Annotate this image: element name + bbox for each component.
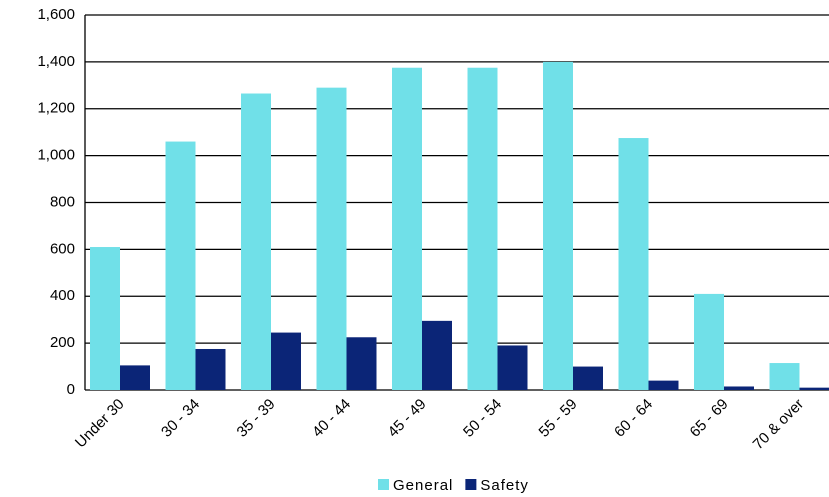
x-tick-label: 40 - 44 — [309, 396, 354, 441]
bar — [241, 93, 271, 390]
bar — [769, 363, 800, 390]
x-tick-label: 50 - 54 — [460, 396, 505, 441]
bar — [90, 247, 120, 390]
bar — [195, 348, 226, 390]
y-tick-label: 1,000 — [37, 147, 75, 164]
y-tick-label: 1,600 — [37, 6, 75, 23]
legend-label: Safety — [480, 477, 529, 494]
x-tick-label: 70 & over — [750, 396, 807, 453]
bar — [799, 387, 829, 390]
bar — [497, 345, 528, 390]
bar — [467, 67, 498, 390]
y-tick-label: 0 — [67, 381, 75, 398]
x-tick-label: Under 30 — [72, 396, 128, 452]
x-tick-label: 30 - 34 — [158, 396, 203, 441]
bar — [694, 293, 724, 390]
y-tick-label: 400 — [50, 287, 75, 304]
bar — [120, 365, 150, 390]
bar — [724, 386, 754, 390]
y-tick-label: 1,200 — [37, 100, 75, 117]
legend-label: General — [393, 477, 453, 494]
bar — [346, 337, 377, 390]
legend-swatch — [378, 479, 389, 490]
y-tick-label: 200 — [50, 334, 75, 351]
bar — [618, 138, 649, 390]
y-tick-label: 1,400 — [37, 53, 75, 70]
bar — [422, 320, 452, 390]
bar — [271, 332, 301, 390]
bar — [392, 67, 422, 390]
x-tick-label: 60 - 64 — [611, 396, 656, 441]
x-tick-label: 55 - 59 — [536, 396, 581, 441]
y-tick-label: 800 — [50, 193, 75, 210]
x-tick-label: 45 - 49 — [385, 396, 430, 441]
x-tick-label: 35 - 39 — [234, 396, 279, 441]
bar — [648, 380, 679, 390]
bar — [165, 141, 196, 390]
x-tick-label: 65 - 69 — [687, 396, 732, 441]
bar — [316, 87, 347, 390]
y-tick-label: 600 — [50, 240, 75, 257]
bar — [573, 366, 603, 390]
bar — [543, 61, 573, 390]
legend-swatch — [465, 479, 477, 490]
